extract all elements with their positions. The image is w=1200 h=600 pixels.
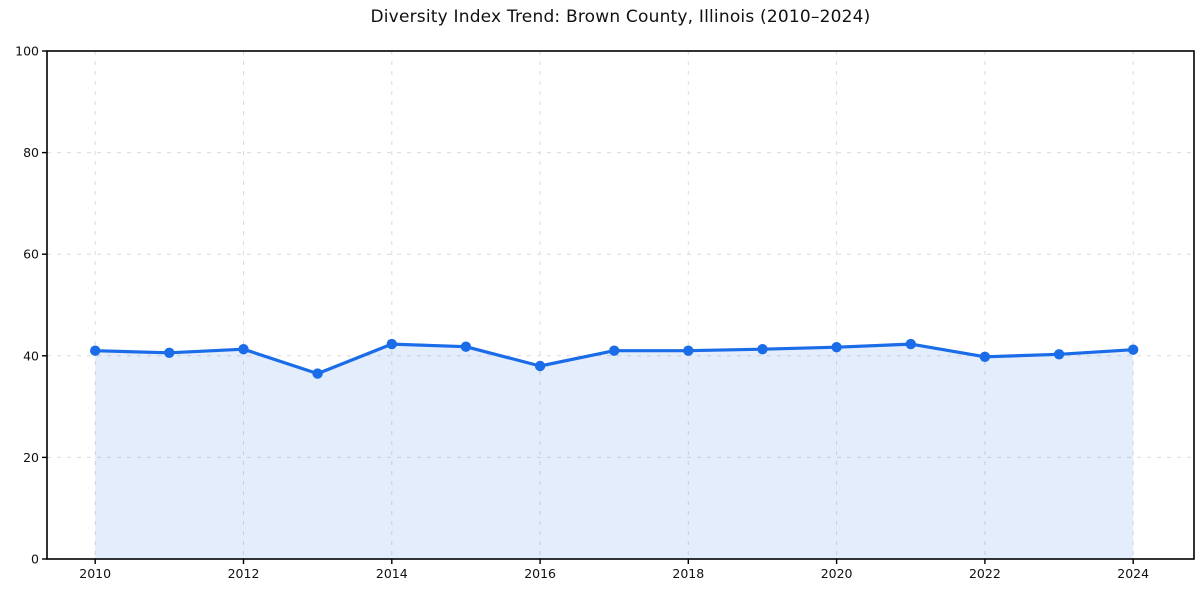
y-tick-label: 60 bbox=[23, 247, 39, 262]
gridlines bbox=[47, 50, 1194, 559]
data-point-marker bbox=[312, 368, 323, 379]
data-point-marker bbox=[609, 345, 620, 356]
area-fill bbox=[95, 344, 1134, 559]
x-tick-label: 2020 bbox=[821, 566, 853, 581]
y-tick-label: 40 bbox=[23, 348, 39, 363]
x-tick-label: 2016 bbox=[524, 566, 556, 581]
data-point-marker bbox=[238, 344, 249, 355]
data-point-marker bbox=[460, 341, 472, 352]
x-tick-label: 2010 bbox=[79, 566, 111, 581]
y-tick-labels: 0 20 40 60 80 100 bbox=[15, 44, 39, 567]
data-point-marker bbox=[757, 344, 768, 355]
x-tick-labels: 2010 2012 2014 2016 2018 2020 2022 2024 bbox=[79, 566, 1149, 581]
data-point-marker bbox=[534, 360, 546, 372]
y-tick-label: 20 bbox=[23, 450, 39, 465]
y-tick-label: 0 bbox=[31, 552, 39, 567]
data-point-marker bbox=[905, 338, 916, 350]
data-point-marker bbox=[1128, 344, 1139, 355]
data-point-marker bbox=[164, 347, 175, 358]
data-points bbox=[90, 338, 1139, 379]
x-tick-label: 2014 bbox=[376, 566, 408, 581]
data-point-marker bbox=[1053, 349, 1065, 360]
data-point-marker bbox=[386, 338, 397, 350]
axes-spines bbox=[46, 50, 1195, 560]
x-tick-label: 2024 bbox=[1117, 566, 1149, 581]
axis-ticks bbox=[42, 50, 1134, 564]
x-tick-label: 2012 bbox=[228, 566, 260, 581]
y-tick-label: 80 bbox=[23, 145, 39, 160]
data-point-marker bbox=[831, 342, 842, 353]
x-tick-label: 2022 bbox=[969, 566, 1001, 581]
data-point-marker bbox=[90, 345, 101, 356]
data-point-marker bbox=[683, 345, 694, 356]
x-tick-label: 2018 bbox=[672, 566, 704, 581]
chart-title: Diversity Index Trend: Brown County, Ill… bbox=[370, 7, 871, 27]
data-point-marker bbox=[979, 351, 991, 362]
y-tick-label: 100 bbox=[15, 44, 39, 59]
plot-area bbox=[47, 51, 1194, 559]
